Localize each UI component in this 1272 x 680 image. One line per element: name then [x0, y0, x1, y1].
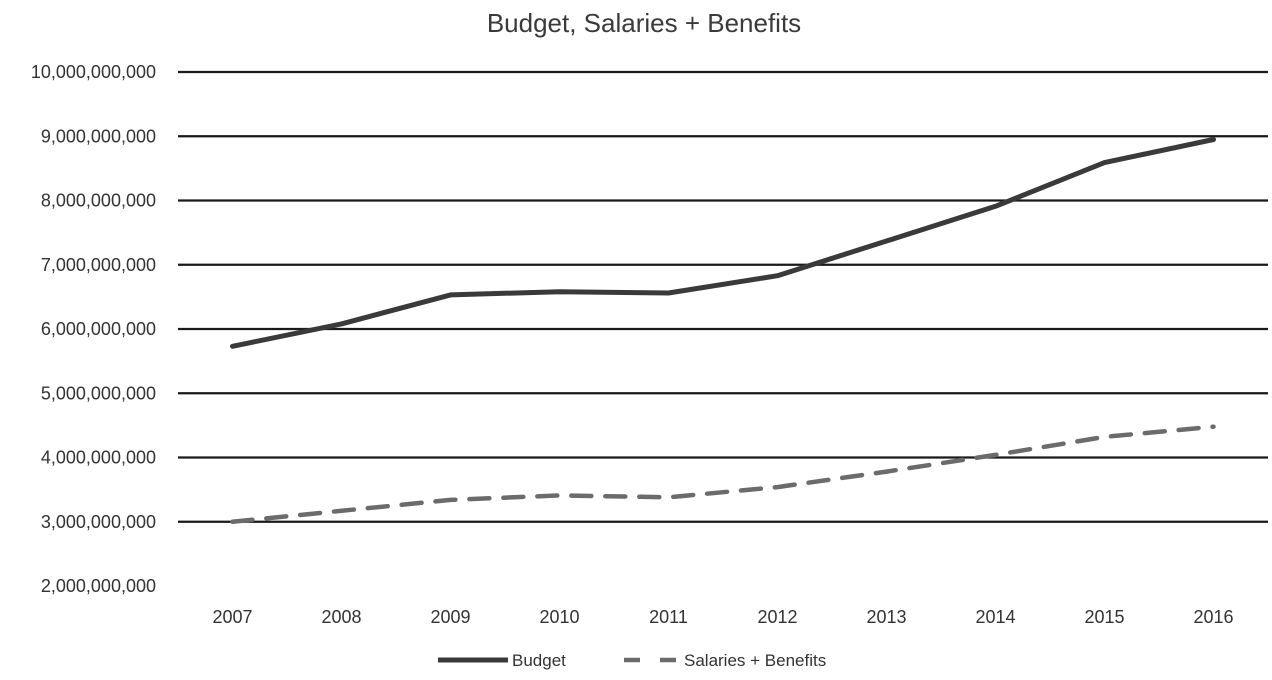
x-tick-label: 2010 — [539, 607, 579, 627]
y-tick-label: 4,000,000,000 — [41, 448, 156, 468]
x-tick-label: 2009 — [430, 607, 470, 627]
y-tick-label: 2,000,000,000 — [41, 576, 156, 596]
x-axis-ticks: 2007 2008 2009 2010 2011 2012 2013 2014 2015 2016 — [212, 607, 1233, 627]
series-line-salaries-benefits — [230, 424, 1216, 525]
series — [230, 137, 1216, 525]
x-tick-label: 2012 — [757, 607, 797, 627]
x-tick-label: 2016 — [1193, 607, 1233, 627]
y-tick-label: 8,000,000,000 — [41, 191, 156, 211]
series-line-budget — [230, 137, 1216, 349]
y-tick-label: 7,000,000,000 — [41, 255, 156, 275]
y-tick-label: 3,000,000,000 — [41, 512, 156, 532]
y-axis-ticks: 2,000,000,000 3,000,000,000 4,000,000,000 5… — [31, 62, 156, 596]
y-tick-label: 9,000,000,000 — [41, 126, 156, 146]
y-tick-label: 6,000,000,000 — [41, 319, 156, 339]
gridlines — [178, 70, 1268, 523]
x-tick-label: 2011 — [649, 607, 688, 627]
legend-label: Salaries + Benefits — [684, 651, 826, 670]
y-tick-label: 5,000,000,000 — [41, 383, 156, 403]
legend-label: Budget — [512, 651, 566, 670]
y-tick-label: 10,000,000,000 — [31, 62, 156, 82]
x-tick-label: 2013 — [866, 607, 906, 627]
x-tick-label: 2014 — [975, 607, 1015, 627]
legend: Budget Salaries + Benefits — [438, 651, 826, 670]
chart-title: Budget, Salaries + Benefits — [487, 8, 801, 38]
x-tick-label: 2015 — [1084, 607, 1124, 627]
x-tick-label: 2007 — [212, 607, 252, 627]
x-tick-label: 2008 — [321, 607, 361, 627]
